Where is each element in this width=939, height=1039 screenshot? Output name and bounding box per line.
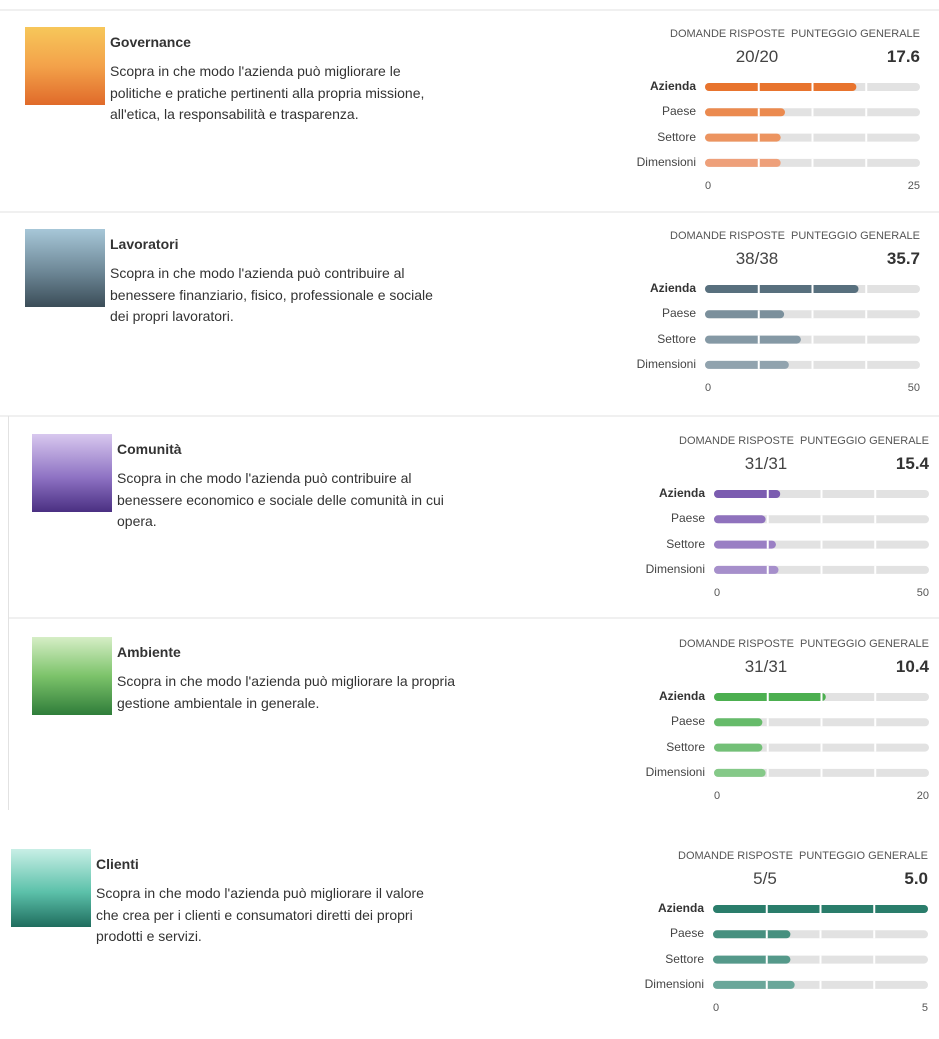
answered-count: 31/31 (744, 657, 788, 676)
answered-header: DOMANDE RISPOSTE (670, 28, 785, 40)
bar (705, 335, 801, 344)
x-tick-label: 5 (921, 1002, 928, 1014)
row-label: Azienda (649, 79, 696, 93)
bar (705, 285, 859, 293)
answered-header: DOMANDE RISPOSTE (670, 230, 785, 242)
bar (714, 768, 766, 777)
section-description: Scopra in che modo l'azienda può contrib… (117, 470, 444, 529)
row-label: Dimensioni (636, 356, 696, 371)
row-label: Settore (657, 129, 696, 144)
section-description: Scopra in che modo l'azienda può miglior… (117, 673, 456, 711)
answered-count: 5/5 (753, 869, 777, 888)
score-header: PUNTEGGIO GENERALE (800, 638, 929, 650)
row-label: Dimensioni (636, 154, 696, 169)
section-title: Lavoratori (110, 236, 179, 252)
row-label: Dimensioni (645, 764, 705, 779)
bar (705, 310, 785, 319)
thumbnail (11, 849, 91, 927)
row-label: Azienda (657, 901, 704, 915)
x-tick-label: 0 (705, 382, 712, 394)
answered-count: 38/38 (735, 249, 779, 268)
x-tick-label: 0 (714, 587, 721, 599)
row-label: Settore (666, 739, 705, 754)
row-label: Dimensioni (645, 561, 705, 576)
section-title: Governance (110, 34, 191, 50)
answered-count: 20/20 (735, 47, 779, 66)
row-label: Settore (665, 951, 704, 966)
section-title: Ambiente (117, 644, 181, 660)
row-label: Azienda (649, 281, 696, 295)
x-tick-label: 25 (907, 180, 920, 192)
overall-score: 10.4 (895, 657, 929, 676)
row-label: Paese (661, 104, 696, 119)
bar (705, 158, 781, 167)
row-label: Settore (657, 331, 696, 346)
answered-count: 31/31 (744, 454, 788, 473)
section-description: Scopra in che modo l'azienda può miglior… (96, 885, 424, 944)
score-header: PUNTEGGIO GENERALE (791, 28, 920, 40)
row-label: Settore (666, 536, 705, 551)
x-tick-label: 20 (916, 790, 929, 802)
answered-header: DOMANDE RISPOSTE (679, 638, 794, 650)
x-tick-label: 50 (907, 382, 920, 394)
bar (713, 980, 795, 989)
thumbnail (32, 434, 112, 512)
row-label: Azienda (658, 689, 705, 703)
bar (713, 930, 791, 939)
row-label: Paese (670, 714, 705, 729)
thumbnail (25, 27, 105, 105)
row-label: Dimensioni (644, 976, 704, 991)
x-tick-label: 0 (705, 180, 712, 192)
x-tick-label: 50 (916, 587, 929, 599)
overall-score: 35.7 (886, 249, 920, 268)
x-tick-label: 0 (713, 1002, 720, 1014)
bar (705, 133, 781, 142)
answered-header: DOMANDE RISPOSTE (679, 435, 794, 447)
bar (714, 540, 776, 549)
bar (714, 718, 763, 727)
section-description: Scopra in che modo l'azienda può contrib… (110, 265, 433, 324)
row-label: Azienda (658, 486, 705, 500)
bar (714, 515, 766, 524)
bar (713, 955, 791, 964)
section-description: Scopra in che modo l'azienda può miglior… (110, 63, 425, 122)
overall-score: 17.6 (886, 47, 920, 66)
thumbnail (25, 229, 105, 307)
score-header: PUNTEGGIO GENERALE (799, 850, 928, 862)
overall-score: 15.4 (895, 454, 929, 473)
bar (705, 360, 789, 369)
answered-header: DOMANDE RISPOSTE (678, 850, 793, 862)
section-title: Clienti (96, 856, 139, 872)
overall-score: 5.0 (904, 869, 928, 888)
row-label: Paese (670, 511, 705, 526)
bar (705, 83, 857, 91)
bar (714, 490, 781, 498)
x-tick-label: 0 (714, 790, 721, 802)
bar (705, 108, 785, 117)
thumbnail (32, 637, 112, 715)
score-header: PUNTEGGIO GENERALE (800, 435, 929, 447)
bar (714, 693, 826, 701)
bar (714, 565, 779, 574)
section-title: Comunità (117, 441, 182, 457)
row-label: Paese (661, 306, 696, 321)
row-label: Paese (669, 926, 704, 941)
bar (714, 743, 763, 752)
score-header: PUNTEGGIO GENERALE (791, 230, 920, 242)
